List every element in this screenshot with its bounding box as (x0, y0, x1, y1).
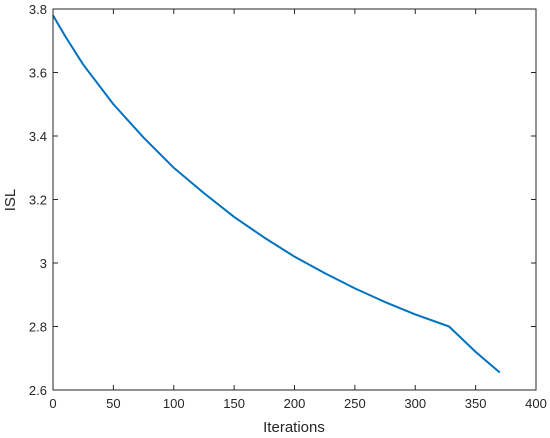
y-tick-label: 3 (40, 256, 47, 271)
y-tick-label: 3.2 (29, 193, 47, 208)
y-tick-label: 3.6 (29, 66, 47, 81)
x-tick-label: 0 (49, 396, 56, 411)
y-tick-label: 2.8 (29, 320, 47, 335)
plot-content (52, 14, 501, 374)
x-tick-label: 200 (284, 396, 306, 411)
axis-ticks: 0 50 100 150 200 250 300 350 400 2.6 2.8 3 3.2 3.4 3.6… (29, 2, 547, 411)
y-tick-label: 3.8 (29, 2, 47, 17)
x-tick-label: 300 (404, 396, 426, 411)
series-line-0 (52, 14, 501, 374)
plot-background (53, 9, 536, 390)
x-tick-label: 50 (106, 396, 120, 411)
y-axis-label: ISL (2, 189, 19, 212)
x-tick-label: 250 (344, 396, 366, 411)
y-tick-label: 2.6 (29, 383, 47, 398)
x-tick-label: 350 (465, 396, 487, 411)
x-axis-label: Iterations (263, 419, 325, 436)
x-tick-label: 150 (223, 396, 245, 411)
y-tick-label: 3.4 (29, 129, 47, 144)
x-tick-label: 400 (525, 396, 547, 411)
x-tick-label: 100 (163, 396, 185, 411)
